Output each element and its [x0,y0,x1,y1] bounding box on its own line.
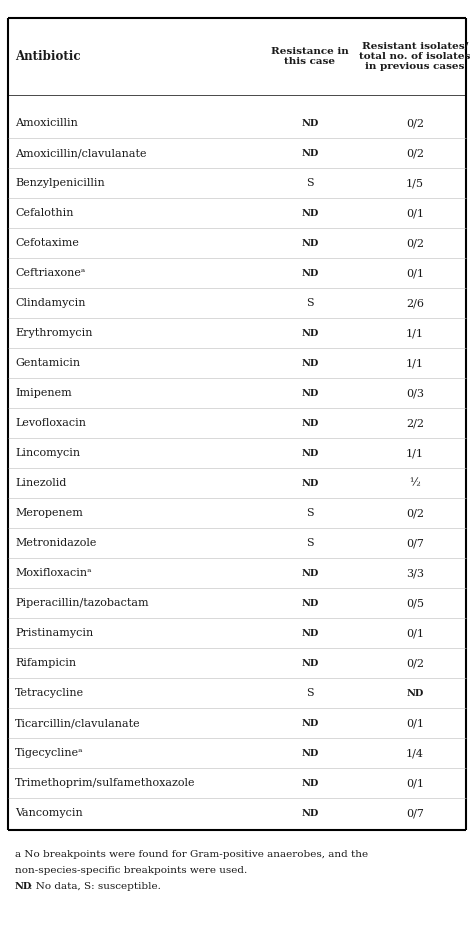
Text: ½: ½ [410,478,420,488]
Text: 1/1: 1/1 [406,448,424,458]
Text: Rifampicin: Rifampicin [15,658,76,668]
Text: ND: ND [301,448,319,458]
Text: Cefalothin: Cefalothin [15,208,73,218]
Text: Tetracycline: Tetracycline [15,688,84,698]
Text: 3/3: 3/3 [406,568,424,578]
Text: ND: ND [15,882,32,891]
Text: S: S [306,508,314,518]
Text: 0/1: 0/1 [406,268,424,278]
Text: Moxifloxacinᵃ: Moxifloxacinᵃ [15,568,91,578]
Text: ND: ND [301,658,319,668]
Text: Amoxicillin: Amoxicillin [15,118,78,128]
Text: ND: ND [301,208,319,218]
Text: Ceftriaxoneᵃ: Ceftriaxoneᵃ [15,268,85,278]
Text: ND: ND [301,778,319,788]
Text: 2/2: 2/2 [406,418,424,428]
Text: ND: ND [301,268,319,278]
Text: 0/1: 0/1 [406,778,424,788]
Text: ND: ND [301,238,319,248]
Text: ND: ND [301,388,319,398]
Text: S: S [306,538,314,548]
Text: S: S [306,688,314,698]
Text: 0/2: 0/2 [406,508,424,518]
Text: ND: ND [301,418,319,428]
Text: Piperacillin/tazobactam: Piperacillin/tazobactam [15,598,149,608]
Text: Gentamicin: Gentamicin [15,358,80,368]
Text: 0/1: 0/1 [406,628,424,638]
Text: : No data, S: susceptible.: : No data, S: susceptible. [29,882,161,891]
Text: Linezolid: Linezolid [15,478,66,488]
Text: Pristinamycin: Pristinamycin [15,628,93,638]
Text: ND: ND [301,808,319,818]
Text: Benzylpenicillin: Benzylpenicillin [15,178,105,188]
Text: 1/4: 1/4 [406,748,424,758]
Text: ND: ND [301,719,319,727]
Text: Ticarcillin/clavulanate: Ticarcillin/clavulanate [15,718,141,728]
Text: 0/2: 0/2 [406,658,424,668]
Text: ND: ND [406,689,424,697]
Text: Cefotaxime: Cefotaxime [15,238,79,248]
Text: Antibiotic: Antibiotic [15,50,81,63]
Text: 0/2: 0/2 [406,148,424,158]
Text: Resistance in
this case: Resistance in this case [271,47,349,66]
Text: Imipenem: Imipenem [15,388,72,398]
Text: ND: ND [301,119,319,127]
Text: Trimethoprim/sulfamethoxazole: Trimethoprim/sulfamethoxazole [15,778,195,788]
Text: ND: ND [301,749,319,757]
Text: Meropenem: Meropenem [15,508,83,518]
Text: ND: ND [301,149,319,157]
Text: 0/1: 0/1 [406,208,424,218]
Text: 0/5: 0/5 [406,598,424,608]
Text: ND: ND [301,598,319,608]
Text: Resistant isolates/
total no. of isolates
in previous cases: Resistant isolates/ total no. of isolate… [359,41,471,72]
Text: Vancomycin: Vancomycin [15,808,83,818]
Text: 0/2: 0/2 [406,118,424,128]
Text: 0/3: 0/3 [406,388,424,398]
Text: Metronidazole: Metronidazole [15,538,96,548]
Text: ND: ND [301,359,319,367]
Text: 0/7: 0/7 [406,808,424,818]
Text: 1/1: 1/1 [406,358,424,368]
Text: 0/1: 0/1 [406,718,424,728]
Text: Amoxicillin/clavulanate: Amoxicillin/clavulanate [15,148,146,158]
Text: Levofloxacin: Levofloxacin [15,418,86,428]
Text: ND: ND [301,569,319,577]
Text: 1/5: 1/5 [406,178,424,188]
Text: non-species-specific breakpoints were used.: non-species-specific breakpoints were us… [15,866,247,875]
Text: 1/1: 1/1 [406,328,424,338]
Text: a No breakpoints were found for Gram-positive anaerobes, and the: a No breakpoints were found for Gram-pos… [15,850,368,859]
Text: 0/7: 0/7 [406,538,424,548]
Text: ND: ND [301,479,319,488]
Text: S: S [306,298,314,308]
Text: ND: ND [301,628,319,638]
Text: 0/2: 0/2 [406,238,424,248]
Text: ND: ND [301,329,319,337]
Text: Clindamycin: Clindamycin [15,298,85,308]
Text: Erythromycin: Erythromycin [15,328,92,338]
Text: S: S [306,178,314,188]
Text: 2/6: 2/6 [406,298,424,308]
Text: Tigecyclineᵃ: Tigecyclineᵃ [15,748,83,758]
Text: Lincomycin: Lincomycin [15,448,80,458]
